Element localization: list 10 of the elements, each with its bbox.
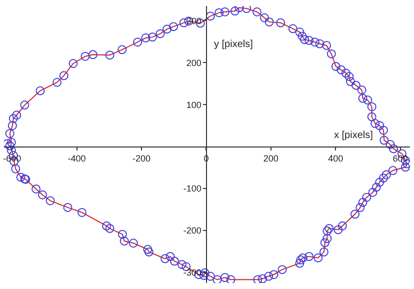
x-tick-label: 200 [263, 153, 278, 164]
y-axis-title: y [pixels] [214, 39, 254, 50]
x-tick-label: -400 [68, 153, 86, 164]
y-tick-label: 100 [186, 100, 202, 110]
x-tick-label: 400 [328, 153, 344, 164]
x-tick-label: -200 [132, 153, 150, 164]
y-tick-label: -200 [183, 226, 202, 236]
y-tick-label: -100 [183, 184, 202, 194]
y-tick-label: 200 [186, 58, 202, 68]
x-axis-title: x [pixels] [334, 130, 374, 141]
